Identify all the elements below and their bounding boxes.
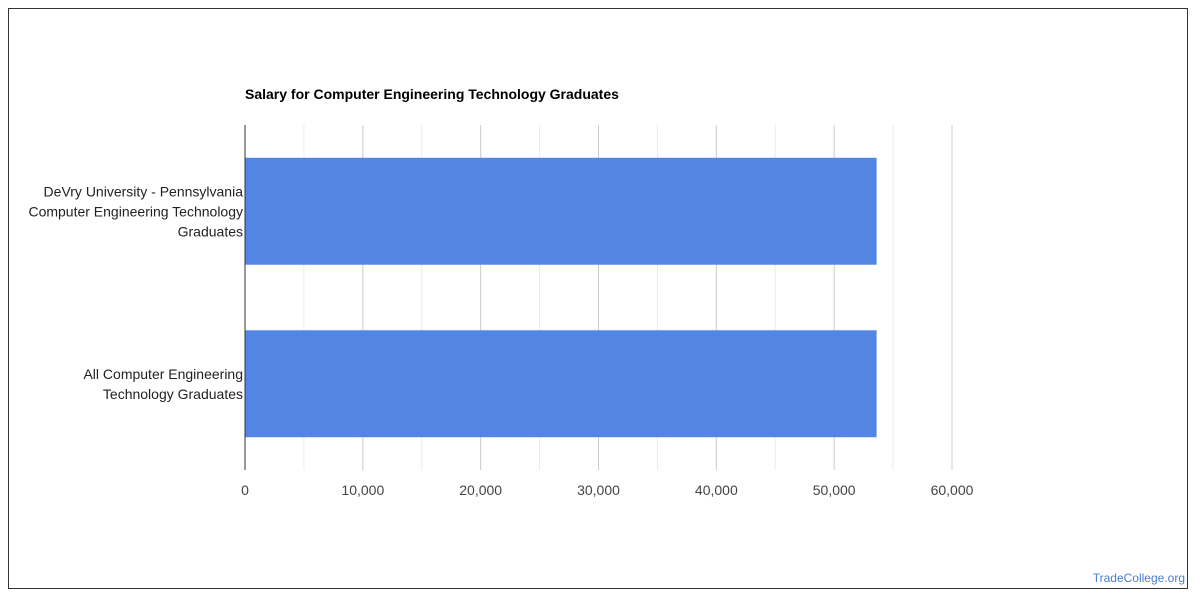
bar[interactable] [245, 330, 877, 438]
x-tick-label: 30,000 [577, 482, 620, 498]
category-label: DeVry University - Pennsylvania Computer … [28, 183, 243, 239]
watermark[interactable]: TradeCollege.org [1092, 571, 1185, 585]
x-tick-labels: 0 10,000 20,000 30,000 40,000 50,000 60,000 [241, 482, 974, 498]
bars [245, 157, 877, 438]
x-tick-label: 50,000 [813, 482, 856, 498]
x-tick-label: 40,000 [695, 482, 738, 498]
category-labels: DeVry University - Pennsylvania Computer … [28, 183, 243, 402]
x-tick-label: 20,000 [459, 482, 502, 498]
chart-title: Salary for Computer Engineering Technolo… [245, 86, 619, 102]
x-tick-label: 0 [241, 482, 249, 498]
x-tick-label: 60,000 [931, 482, 974, 498]
chart-frame [8, 8, 1188, 589]
category-label: All Computer Engineering Technology Gradu… [83, 366, 243, 402]
bar[interactable] [245, 157, 877, 265]
x-tick-label: 10,000 [341, 482, 384, 498]
